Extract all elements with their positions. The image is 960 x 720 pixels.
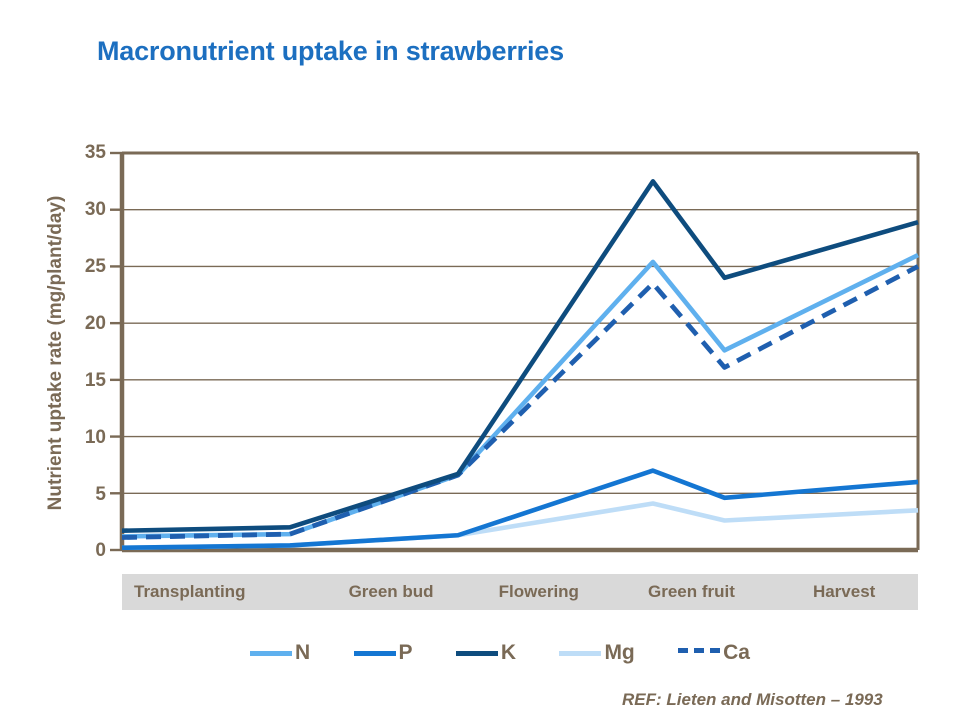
series-line-p: [121, 468, 919, 551]
y-tick-20: 20: [84, 313, 106, 334]
series-line-ca: [121, 264, 920, 540]
legend-swatch-k-icon: [455, 650, 498, 656]
legend-label-p: P: [398, 641, 413, 664]
y-tick-0: 0: [95, 540, 106, 561]
x-axis-category-band: Transplanting Green bud Flowering Green …: [122, 574, 918, 610]
reference-note: REF: Lieten and Misotten – 1993: [622, 690, 883, 709]
y-tick-25: 25: [84, 256, 106, 277]
series-line-k: [121, 179, 919, 534]
category-label-harvest: Harvest: [812, 582, 876, 601]
legend-item-k[interactable]: K: [455, 641, 517, 665]
legend-label-k: K: [500, 641, 517, 664]
legend-item-ca[interactable]: Ca: [678, 641, 750, 665]
category-label-transplanting: Transplanting: [134, 582, 246, 601]
legend-swatch-mg-icon: [559, 650, 602, 656]
legend-label-n: N: [295, 641, 311, 664]
legend-swatch-ca-icon: [678, 648, 721, 658]
legend-label-ca: Ca: [723, 641, 750, 664]
page-title: Macronutrient uptake in strawberries: [97, 36, 564, 66]
legend-item-mg[interactable]: Mg: [559, 641, 635, 665]
legend-item-n[interactable]: N: [250, 641, 310, 665]
legend-swatch-p-icon: [353, 650, 396, 656]
y-tick-10: 10: [84, 427, 106, 448]
category-label-flowering: Flowering: [498, 582, 579, 601]
category-label-green-bud: Green bud: [348, 582, 434, 601]
category-label-green-fruit: Green fruit: [648, 582, 735, 601]
series-line-n: [121, 253, 920, 539]
legend-swatch-n-icon: [250, 650, 292, 656]
chart-legend: N P K Mg Ca: [250, 636, 750, 670]
legend-item-p[interactable]: P: [353, 641, 413, 665]
y-tick-35: 35: [84, 142, 106, 163]
gridlines: [122, 209, 918, 494]
legend-label-mg: Mg: [604, 641, 635, 664]
series-line-mg: [121, 501, 919, 551]
y-tick-5: 5: [95, 484, 106, 505]
y-tick-30: 30: [84, 199, 106, 220]
y-tick-15: 15: [84, 370, 106, 391]
data-series-group: [121, 179, 920, 551]
